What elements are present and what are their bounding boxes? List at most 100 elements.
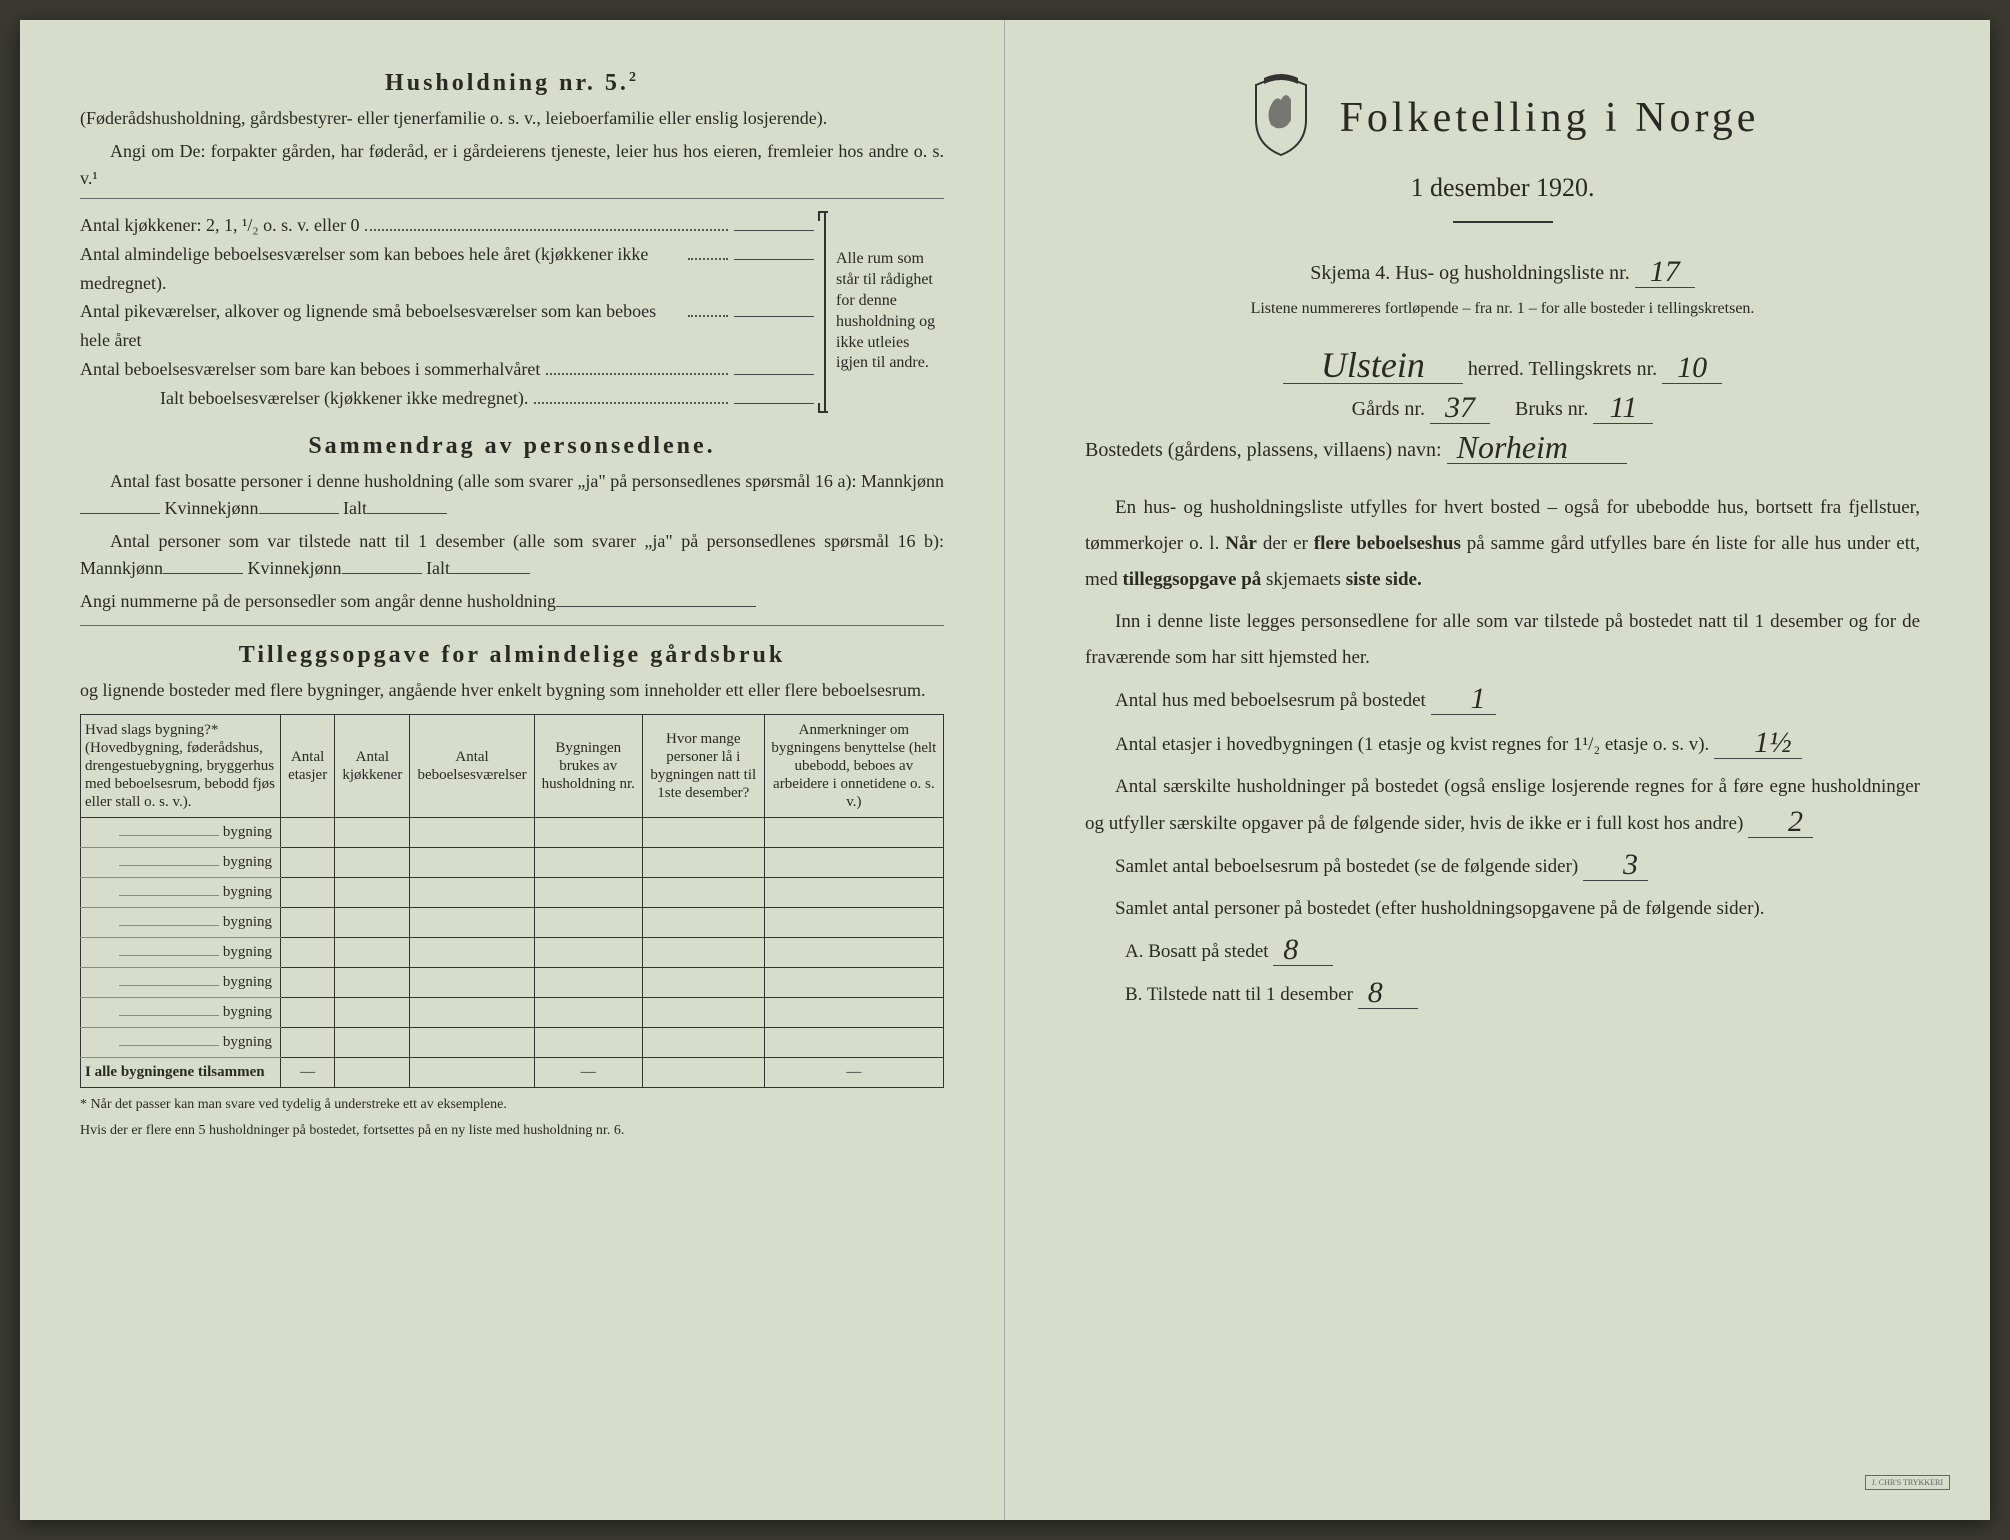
table-row: bygning xyxy=(81,997,944,1027)
bruks-value: 11 xyxy=(1593,393,1653,424)
title-rule xyxy=(1453,221,1553,223)
summary-l2a: Antal personer som var tilstede natt til… xyxy=(80,531,944,578)
list-note: Listene nummereres fortløpende – fra nr.… xyxy=(1085,293,1920,325)
empty-cell xyxy=(642,967,764,997)
summary-l1a: Antal fast bosatte personer i denne hush… xyxy=(110,471,944,491)
th-5: Hvor mange personer lå i bygningen natt … xyxy=(642,714,764,817)
herred-label: herred. Tellingskrets nr. xyxy=(1468,358,1657,380)
table-header-row: Hvad slags bygning?* (Hovedbygning, føde… xyxy=(81,714,944,817)
q-b-label: B. Tilstede natt til 1 desember xyxy=(1125,984,1353,1005)
kitchen-row: Antal kjøkkener: 2, 1, ¹/₂ o. s. v. elle… xyxy=(80,211,814,240)
kitchen-label: Antal kjøkkener: 2, 1, ¹/₂ o. s. v. elle… xyxy=(80,211,359,240)
table-row: bygning xyxy=(81,847,944,877)
rooms-row-2: Antal beboelsesværelser som bare kan beb… xyxy=(80,355,814,384)
q-hus-value: 1 xyxy=(1431,684,1496,715)
rooms-label-0: Antal almindelige beboelsesværelser som … xyxy=(80,240,682,298)
row-label-cell: bygning xyxy=(81,967,281,997)
empty-cell xyxy=(764,997,943,1027)
empty-cell xyxy=(281,877,335,907)
para-1-text: En hus- og husholdningsliste utfylles fo… xyxy=(1085,497,1920,590)
empty-cell xyxy=(642,997,764,1027)
empty-cell xyxy=(335,847,410,877)
rooms-row-3: Ialt beboelsesværelser (kjøkkener ikke m… xyxy=(80,384,814,413)
empty-cell xyxy=(281,967,335,997)
household-sup: 2 xyxy=(629,70,639,85)
table-row: bygning xyxy=(81,967,944,997)
summary-l2c: Ialt xyxy=(426,558,450,578)
th-2: Antal kjøkkener xyxy=(335,714,410,817)
row-label-cell: bygning xyxy=(81,847,281,877)
empty-cell xyxy=(410,937,534,967)
right-page: Folketelling i Norge 1 desember 1920. Sk… xyxy=(1005,20,1990,1520)
empty-cell xyxy=(534,1027,642,1057)
empty-cell xyxy=(764,937,943,967)
empty-cell xyxy=(534,937,642,967)
empty-cell xyxy=(281,847,335,877)
empty-cell xyxy=(642,1027,764,1057)
empty-cell xyxy=(335,967,410,997)
row-label-cell: bygning xyxy=(81,877,281,907)
empty-cell xyxy=(764,907,943,937)
q-etasjer: Antal etasjer i hovedbygningen (1 etasje… xyxy=(1085,726,1920,763)
empty-cell xyxy=(281,937,335,967)
q-rum-value: 3 xyxy=(1583,850,1648,881)
empty-cell xyxy=(281,817,335,847)
summary-line-2: Antal personer som var tilstede natt til… xyxy=(80,528,944,582)
q-rum-label: Samlet antal beboelsesrum på bostedet (s… xyxy=(1115,856,1578,877)
herred-value: Ulstein xyxy=(1283,347,1463,384)
empty-cell xyxy=(410,1027,534,1057)
empty-cell xyxy=(534,847,642,877)
th-4: Bygningen brukes av husholdning nr. xyxy=(534,714,642,817)
coat-of-arms-icon xyxy=(1246,70,1316,165)
schema-value: 17 xyxy=(1635,257,1695,288)
empty-cell xyxy=(410,907,534,937)
q-a-line: A. Bosatt på stedet 8 xyxy=(1125,933,1920,970)
printer-seal: J. CHR'S TRYKKERI xyxy=(1865,1475,1950,1490)
empty-cell xyxy=(335,937,410,967)
rooms-label-1: Antal pikeværelser, alkover og lignende … xyxy=(80,297,682,355)
summary-line-1: Antal fast bosatte personer i denne hush… xyxy=(80,468,944,522)
herred-line: Ulstein herred. Tellingskrets nr. 10 xyxy=(1085,345,1920,389)
left-page: Husholdning nr. 5.2 (Føderådshusholdning… xyxy=(20,20,1005,1520)
empty-cell xyxy=(335,997,410,1027)
household-heading: Husholdning nr. 5.2 xyxy=(80,70,944,97)
empty-cell xyxy=(281,997,335,1027)
schema-line: Skjema 4. Hus- og husholdningsliste nr. … xyxy=(1085,253,1920,293)
empty-cell xyxy=(764,817,943,847)
th-3: Antal beboelsesværelser xyxy=(410,714,534,817)
empty-cell xyxy=(410,997,534,1027)
tillegg-heading: Tilleggsopgave for almindelige gårdsbruk xyxy=(80,642,944,669)
empty-cell xyxy=(281,907,335,937)
empty-cell xyxy=(335,877,410,907)
table-row: bygning xyxy=(81,1027,944,1057)
empty-cell xyxy=(534,877,642,907)
bruks-label: Bruks nr. xyxy=(1515,398,1588,420)
row-label-cell: bygning xyxy=(81,997,281,1027)
row-label-cell: bygning xyxy=(81,817,281,847)
tillegg-sub: og lignende bosteder med flere bygninger… xyxy=(80,677,944,704)
table-row: bygning xyxy=(81,877,944,907)
empty-cell xyxy=(534,997,642,1027)
empty-cell xyxy=(642,847,764,877)
empty-cell xyxy=(335,1027,410,1057)
household-subtext: (Føderådshusholdning, gårdsbestyrer- ell… xyxy=(80,105,944,132)
row-label-cell: bygning xyxy=(81,907,281,937)
household-title-text: Husholdning nr. 5. xyxy=(385,70,629,96)
q-hush-value: 2 xyxy=(1748,807,1813,838)
bosted-value: Norheim xyxy=(1447,431,1627,464)
row-label-cell: bygning xyxy=(81,937,281,967)
empty-cell xyxy=(410,877,534,907)
row-label-cell: bygning xyxy=(81,1027,281,1057)
footnote-1-text: * Når det passer kan man svare ved tydel… xyxy=(80,1097,507,1112)
para-1: En hus- og husholdningsliste utfylles fo… xyxy=(1085,490,1920,598)
empty-cell xyxy=(642,907,764,937)
right-body: En hus- og husholdningsliste utfylles fo… xyxy=(1085,490,1920,1013)
gards-label: Gårds nr. xyxy=(1352,398,1425,420)
summary-line-3: Angi nummerne på de personsedler som ang… xyxy=(80,588,944,615)
bosted-label: Bostedets (gårdens, plassens, villaens) … xyxy=(1085,439,1442,461)
q-b-value: 8 xyxy=(1358,978,1418,1009)
rule xyxy=(80,198,944,199)
table-row: bygning xyxy=(81,907,944,937)
table-row: bygning xyxy=(81,937,944,967)
q-etasjer-label: Antal etasjer i hovedbygningen (1 etasje… xyxy=(1115,734,1709,755)
